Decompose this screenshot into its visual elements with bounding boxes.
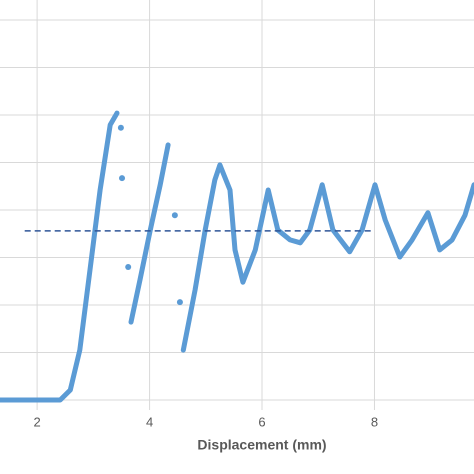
x-tick-label: 4: [146, 414, 153, 429]
data-point: [117, 124, 124, 131]
data-line: [0, 110, 474, 403]
data-point: [171, 212, 178, 219]
data-point: [125, 263, 132, 270]
data-point: [119, 175, 126, 182]
x-tick-label: 2: [33, 414, 40, 429]
x-tick-label: 6: [258, 414, 265, 429]
data-point: [176, 299, 183, 306]
x-tick-label: 8: [371, 414, 378, 429]
x-axis-title: Displacement (mm): [197, 437, 326, 453]
